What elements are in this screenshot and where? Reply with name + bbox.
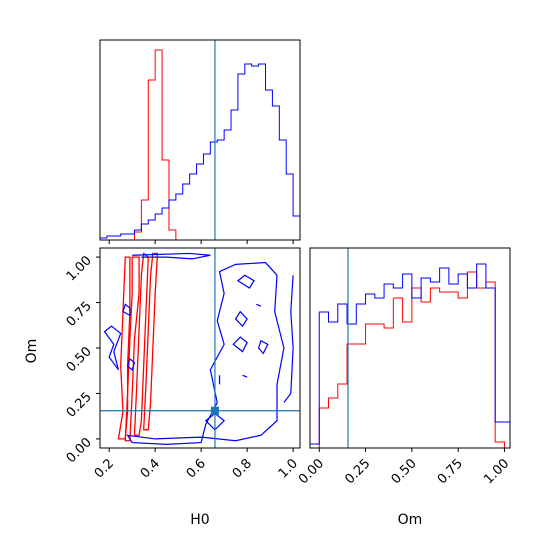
blue-contour-4 <box>126 357 136 371</box>
blue-contour-9 <box>257 339 269 355</box>
blue-contour-0 <box>132 252 211 260</box>
om-tick-label-2: 0.50 <box>389 456 420 487</box>
om-tick-label-4: 1.00 <box>481 456 512 487</box>
om-ytick-label-4: 1.00 <box>64 253 95 284</box>
red-contour-1 <box>124 256 140 442</box>
truth-marker <box>210 406 219 415</box>
om-ytick-label-3: 0.75 <box>64 299 95 330</box>
om-tick-label-1: 0.25 <box>342 456 373 487</box>
blue-contour-12 <box>242 374 248 378</box>
joint-posterior-panel: 0.2 0.4 0.6 0.8 1.00.000.250.500.751.00 <box>64 247 301 481</box>
om-frame <box>309 247 511 449</box>
red-contour-2 <box>133 252 149 436</box>
blue-contour-8 <box>232 336 248 353</box>
y-axis-label-om: Om <box>24 339 40 364</box>
x-axis-label-om: Om <box>398 512 423 528</box>
blue-contour-11 <box>256 303 262 307</box>
blue-contour-6 <box>236 274 255 289</box>
om-ytick-label-2: 0.50 <box>64 344 95 375</box>
om-tick-label-0: 0.00 <box>296 456 327 487</box>
h0-histogram-blue <box>99 63 301 240</box>
om-ytick-label-1: 0.25 <box>64 390 95 421</box>
blue-contour-1 <box>126 261 285 445</box>
h0-marginal-panel <box>99 39 301 244</box>
blue-contour-3 <box>122 303 131 317</box>
red-contour-3 <box>142 252 159 431</box>
x-axis-label-h0: H0 <box>190 512 209 528</box>
blue-contour-5 <box>204 412 226 431</box>
red-contour-0 <box>117 256 131 440</box>
blue-contour-2 <box>103 325 122 371</box>
blue-contour-10 <box>283 275 294 403</box>
om-histogram-blue <box>309 263 511 448</box>
h0-tick-label-0: 0.2 <box>92 456 117 481</box>
h0-tick-label-2: 0.6 <box>184 456 209 481</box>
om-tick-label-3: 0.75 <box>435 456 466 487</box>
blue-contour-7 <box>234 310 248 328</box>
om-histogram-red <box>310 271 510 449</box>
om-marginal-panel: 0.00 0.25 0.50 0.75 1.00 <box>296 247 512 487</box>
h0-tick-label-3: 0.8 <box>230 456 255 481</box>
om-ytick-label-0: 0.00 <box>64 435 95 466</box>
h0-tick-label-1: 0.4 <box>138 456 163 481</box>
h0-frame <box>99 39 301 241</box>
h0-histogram-red <box>100 49 300 241</box>
